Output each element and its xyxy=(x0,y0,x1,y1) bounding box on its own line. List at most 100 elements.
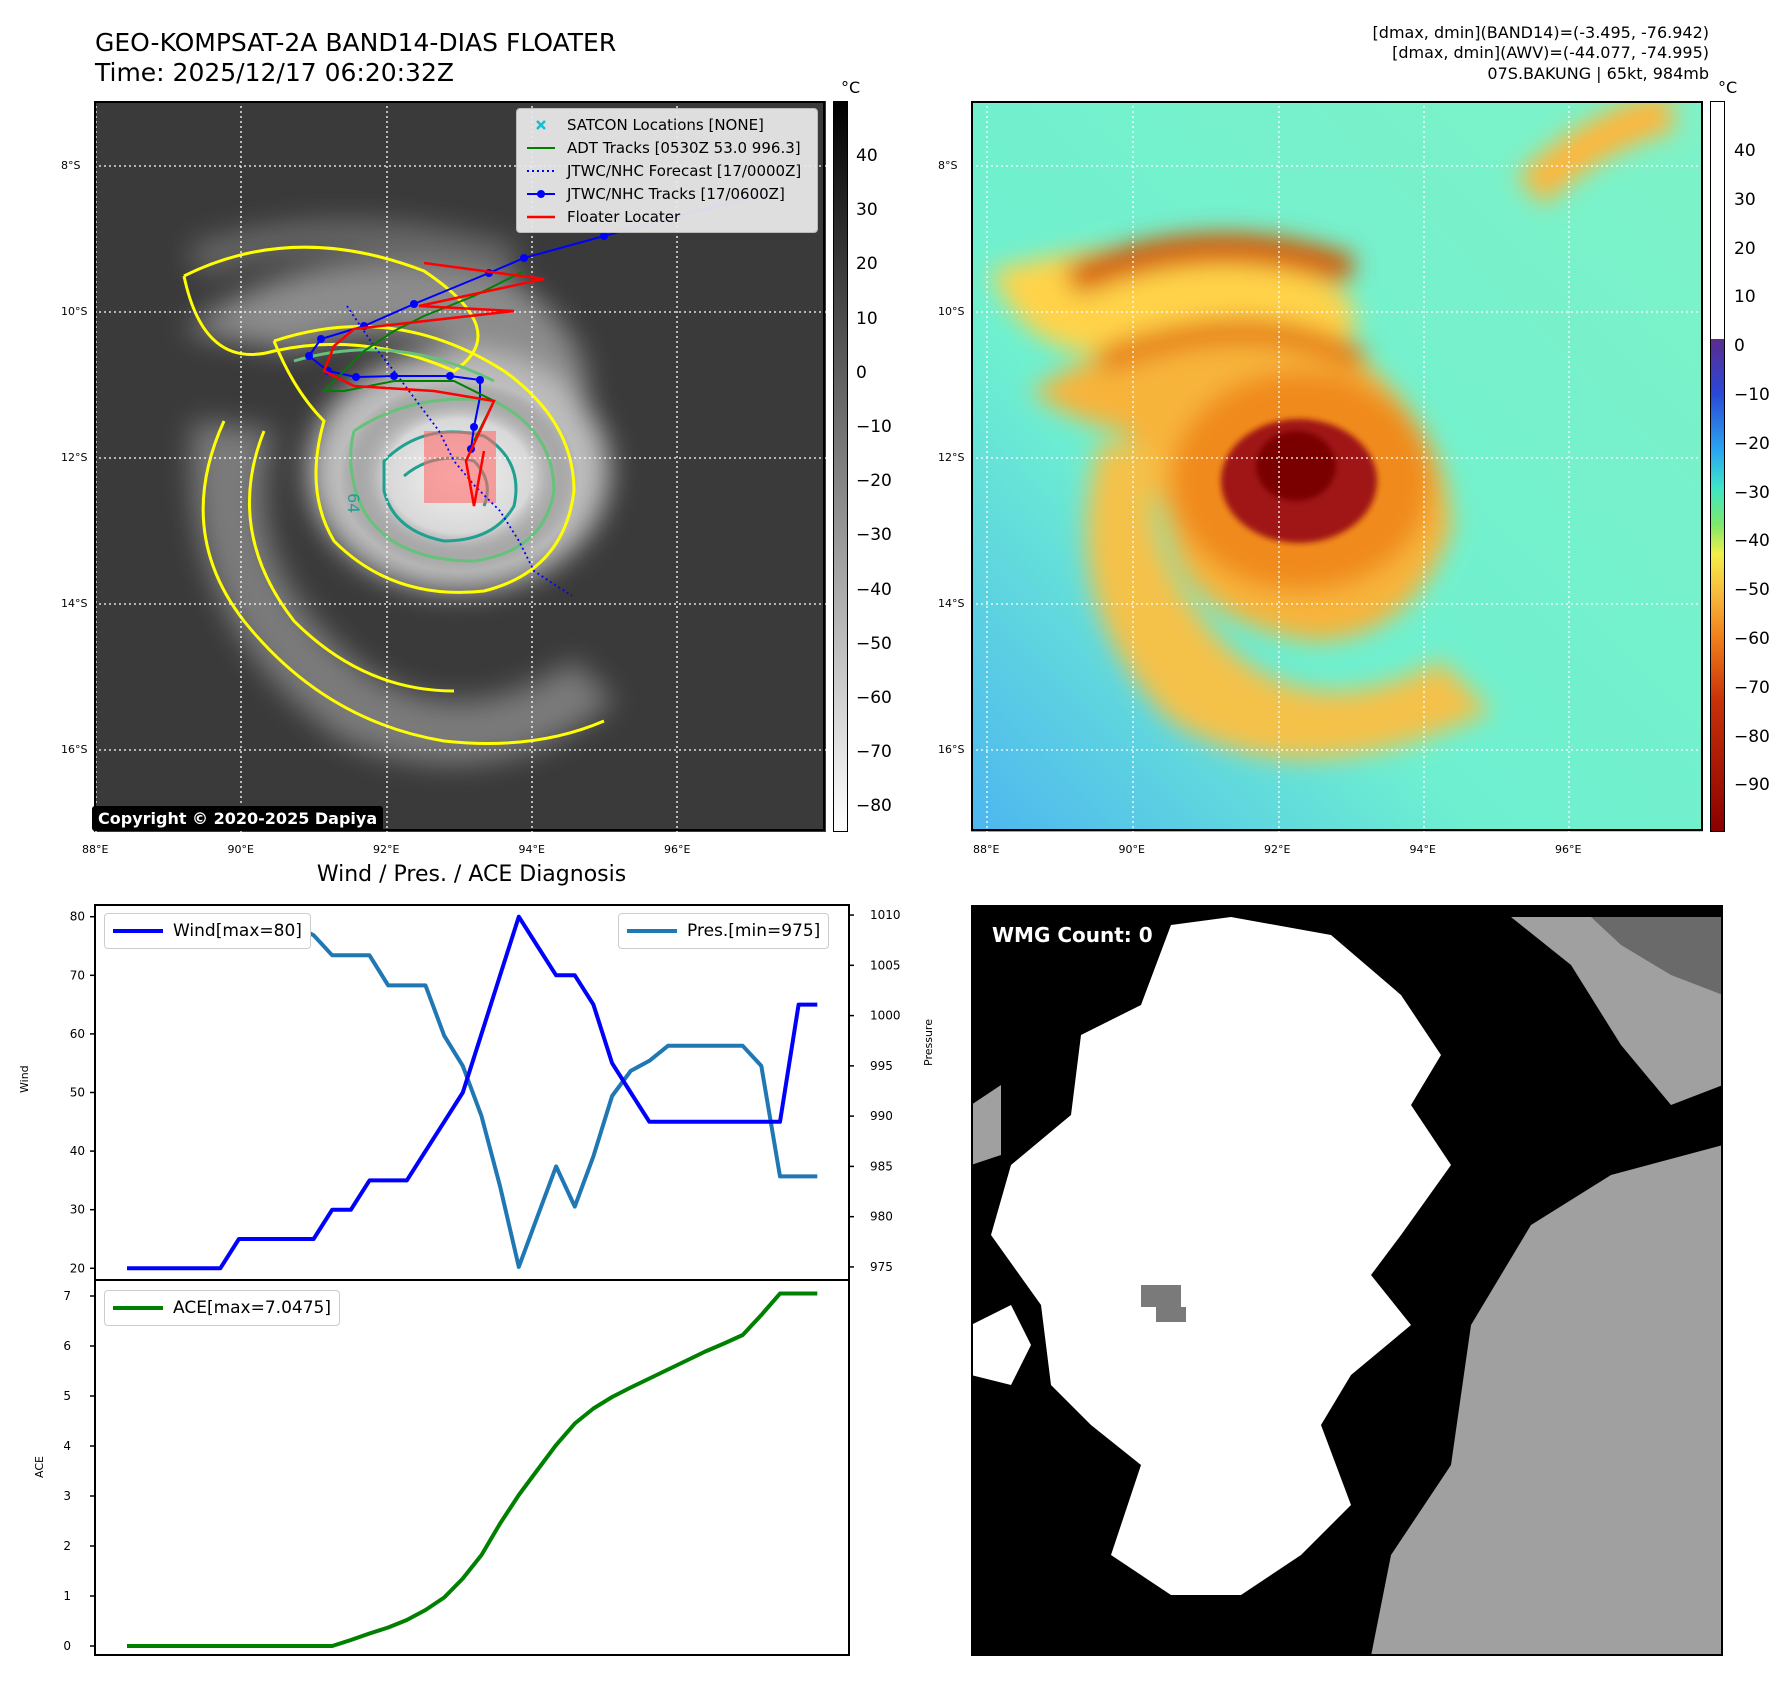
figure-time: Time: 2025/12/17 06:20:32Z xyxy=(95,58,454,87)
enhanced-colorbar-tick: −40 xyxy=(1734,531,1770,552)
pressure-tick-label: 1000 xyxy=(870,1009,901,1023)
pressure-legend-label: Pres.[min=975] xyxy=(687,921,821,941)
legend-entry-jtwc-forecast: JTWC/NHC Forecast [17/0000Z] xyxy=(527,159,817,182)
enhanced-colorbar-tick: −60 xyxy=(1734,629,1770,649)
ir-colorbar-tick: −60 xyxy=(856,688,892,708)
legend-label-adt: ADT Tracks [0530Z 53.0 996.3] xyxy=(567,138,801,157)
wind-legend-icon xyxy=(113,929,163,933)
enhanced-colorbar-tick: −10 xyxy=(1734,385,1770,405)
adt-track-line xyxy=(321,270,525,442)
pressure-series-line xyxy=(127,923,818,1269)
lat-tick-label: 14°S xyxy=(938,597,965,610)
ace-tick-label: 6 xyxy=(63,1339,71,1353)
lat-tick-label: 10°S xyxy=(61,305,88,318)
ir-colorbar-tick: −10 xyxy=(856,417,892,437)
ir-colorbar-tick: 30 xyxy=(856,200,878,221)
legend-label-jtwc-tracks: JTWC/NHC Tracks [17/0600Z] xyxy=(567,184,785,203)
wind-tick-label: 60 xyxy=(70,1027,85,1041)
enhanced-colorbar-tick: 20 xyxy=(1734,238,1756,259)
enhanced-colorbar-unit: °C xyxy=(1718,78,1738,97)
enhanced-cloud-field xyxy=(991,101,1677,759)
wmg-gray-cell xyxy=(1156,1307,1186,1322)
lon-tick-label: 94°E xyxy=(1409,843,1436,856)
enhanced-colorbar-tick: 10 xyxy=(1734,287,1756,308)
x-marker-icon xyxy=(536,119,546,130)
figure-title: GEO-KOMPSAT-2A BAND14-DIAS FLOATER xyxy=(95,28,617,57)
solid-line-icon xyxy=(527,146,555,149)
lon-tick-label: 90°E xyxy=(227,843,254,856)
lat-tick-label: 12°S xyxy=(61,451,88,464)
wmg-count-badge: WMG Count: 0 xyxy=(984,919,1161,951)
wmg-gray-region xyxy=(1371,917,1723,1656)
legend-entry-adt: ADT Tracks [0530Z 53.0 996.3] xyxy=(527,136,817,159)
band14-range-text: [dmax, dmin](BAND14)=(-3.495, -76.942) xyxy=(1372,23,1709,42)
ir-colorbar-tick: 10 xyxy=(856,308,878,329)
enhanced-colorbar-tick: 30 xyxy=(1734,189,1756,210)
pressure-legend: Pres.[min=975] xyxy=(618,913,830,949)
ace-tick-label: 0 xyxy=(63,1639,71,1653)
pressure-tick-label: 1010 xyxy=(870,908,901,922)
wind-series-line xyxy=(127,914,818,1271)
ir-legend: SATCON Locations [NONE] ADT Tracks [0530… xyxy=(516,108,818,233)
enhanced-colorbar-tick: 0 xyxy=(1734,336,1745,357)
enhanced-colorbar-tick: −50 xyxy=(1734,580,1770,601)
enhanced-map-frame xyxy=(971,101,1703,831)
lat-tick-label: 16°S xyxy=(938,743,965,756)
enhanced-map xyxy=(971,101,1703,832)
enhanced-colorbar-tick: −20 xyxy=(1734,433,1770,454)
wind-tick-label: 70 xyxy=(70,968,85,982)
ir-colorbar-tick: −50 xyxy=(856,633,892,654)
enhanced-colorbar-tick: 40 xyxy=(1734,141,1756,161)
ir-colorbar-tick: 20 xyxy=(856,254,878,275)
ir-colorbar-tick: −80 xyxy=(856,796,892,817)
contour-label: 64 xyxy=(344,493,363,513)
awv-range-text: [dmax, dmin](AWV)=(-44.077, -74.995) xyxy=(1392,43,1709,62)
ace-tick-label: 7 xyxy=(63,1289,71,1303)
pressure-legend-icon xyxy=(627,929,677,933)
ace-tick-label: 5 xyxy=(63,1389,71,1403)
dot-line-icon xyxy=(527,189,555,198)
pressure-tick-label: 975 xyxy=(870,1260,893,1274)
ace-frame xyxy=(94,1279,850,1656)
pressure-tick-label: 980 xyxy=(870,1210,893,1224)
lat-tick-label: 12°S xyxy=(938,451,965,464)
ir-colorbar-unit: °C xyxy=(841,78,861,97)
enhanced-colorbar xyxy=(1710,101,1725,832)
ace-tick-label: 3 xyxy=(63,1489,71,1503)
wind-axis-label: Wind xyxy=(18,1065,31,1093)
legend-entry-floater: Floater Locater xyxy=(527,205,817,228)
lon-tick-label: 96°E xyxy=(664,843,691,856)
ir-colorbar-tick: 40 xyxy=(856,146,878,166)
lon-tick-label: 90°E xyxy=(1118,843,1145,856)
lat-tick-label: 8°S xyxy=(61,159,81,172)
ir-colorbar-tick: 0 xyxy=(856,362,867,383)
legend-label-floater: Floater Locater xyxy=(567,207,681,226)
wind-tick-label: 80 xyxy=(70,910,85,924)
enhanced-colorbar-tick: −30 xyxy=(1734,482,1770,503)
enhanced-gridlines xyxy=(971,101,1703,832)
wmg-dark-region xyxy=(1591,917,1723,995)
ir-map-frame xyxy=(94,101,825,831)
lat-tick-label: 8°S xyxy=(938,159,958,172)
ace-tick-label: 4 xyxy=(63,1439,71,1453)
legend-entry-jtwc-tracks: JTWC/NHC Tracks [17/0600Z] xyxy=(527,182,817,205)
lat-tick-label: 14°S xyxy=(61,597,88,610)
lon-tick-label: 88°E xyxy=(973,843,1000,856)
lon-tick-label: 92°E xyxy=(373,843,400,856)
ace-tick-label: 1 xyxy=(63,1589,71,1603)
wmg-gray-cell xyxy=(1141,1285,1181,1307)
ace-tick-label: 2 xyxy=(63,1539,71,1553)
wmg-map-frame xyxy=(971,905,1723,1656)
ir-colorbar-tick: −20 xyxy=(856,471,892,492)
copyright-badge: Copyright © 2020-2025 Dapiya xyxy=(92,806,384,831)
wmg-white-region xyxy=(991,917,1451,1595)
wind-tick-label: 30 xyxy=(70,1203,85,1217)
ace-legend-icon xyxy=(113,1306,163,1310)
jtwc-track-line xyxy=(307,190,775,450)
lon-tick-label: 88°E xyxy=(82,843,109,856)
floater-box xyxy=(424,431,496,503)
enhanced-colorbar-tick: −80 xyxy=(1734,726,1770,747)
enhanced-eye xyxy=(1256,431,1336,501)
ir-colorbar xyxy=(833,101,848,832)
diagnosis-title: Wind / Pres. / ACE Diagnosis xyxy=(316,862,627,887)
